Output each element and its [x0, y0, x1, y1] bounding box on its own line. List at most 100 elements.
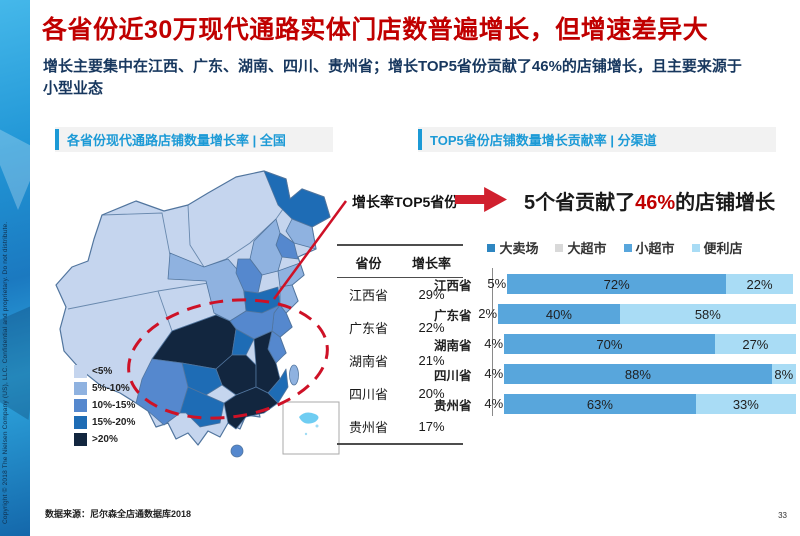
bar-category-label: 湖南省 — [434, 338, 472, 353]
callout-line — [272, 200, 348, 300]
china-map-panel: <5% 5%-10% 10%-15% 15%-20% >20% — [40, 163, 362, 493]
chart-legend: 大卖场 大超市 小超市 便利店 — [434, 238, 796, 257]
map-legend-swatch — [74, 365, 87, 378]
right-panel-header: TOP5省份店铺数量增长贡献率 | 分渠道 — [418, 127, 776, 152]
contribution-statement: 5个省贡献了46%的店铺增长 — [524, 186, 775, 215]
map-legend-item: 10%-15% — [74, 399, 135, 412]
chart-legend-item: 大卖场 — [487, 238, 538, 257]
bar-category-label: 四川省 — [434, 368, 472, 383]
map-legend-item: >20% — [74, 433, 135, 446]
left-panel-header-text: 各省份现代通路店铺数量增长率 | 全国 — [67, 133, 286, 148]
bar-segment-small-supermarket: 72% — [507, 274, 727, 294]
bar-track: 4% 70% 27% — [484, 334, 796, 354]
map-legend-item: <5% — [74, 365, 135, 378]
map-legend-swatch — [74, 416, 87, 429]
chart-legend-swatch — [487, 243, 496, 252]
top5-table-row: 贵州省 17% — [337, 410, 463, 444]
bar-value-label: 2% — [478, 306, 498, 321]
map-legend-item: 15%-20% — [74, 416, 135, 429]
map-legend-label: 5%-10% — [92, 383, 130, 394]
top5-annotation-label: 增长率TOP5省份 — [352, 194, 459, 210]
statement-prefix: 5个省贡献了 — [524, 192, 636, 214]
header-accent-bar — [418, 129, 422, 150]
header-accent-bar — [55, 129, 59, 150]
bar-segment-hyper-super: 2% — [478, 304, 498, 324]
chart-legend-item: 小超市 — [623, 238, 675, 257]
channel-contribution-chart: 大卖场 大超市 小超市 便利店 江西省 5% 72% 22% 广东省 2% 40% 58% 湖南省 4%… — [434, 238, 796, 424]
growth-rate-cell: 29% — [418, 287, 445, 302]
top5-table-column-header: 省份 — [337, 245, 400, 278]
top5-growth-table: 省份 增长率 江西省 29% 广东省 22% 湖南省 21% 四川省 20% 贵州省 17% — [337, 244, 463, 445]
copyright-vertical-text: Copyright © 2018 The Nielsen Company (US… — [2, 221, 9, 524]
map-legend-swatch — [74, 433, 87, 446]
top5-table-row: 四川省 20% — [337, 377, 463, 410]
top5-table-column-header: 增长率 — [400, 245, 463, 278]
province-cell: 湖南省 — [348, 354, 388, 369]
bar-segment-convenience-store: 27% — [714, 334, 796, 354]
bar-row: 广东省 2% 40% 58% — [434, 304, 796, 324]
map-legend-label: <5% — [92, 366, 113, 377]
growth-rate-cell: 20% — [418, 386, 445, 401]
chart-legend-swatch — [555, 243, 564, 252]
map-legend-label: 15%-20% — [92, 417, 136, 428]
bar-category-label: 广东省 — [434, 308, 472, 323]
chart-legend-swatch — [691, 243, 700, 252]
bar-track: 4% 63% 33% — [484, 394, 796, 414]
china-map — [55, 170, 348, 458]
page-number: 33 — [778, 511, 787, 520]
map-legend-swatch — [74, 382, 87, 395]
bar-category-label: 江西省 — [434, 278, 472, 293]
bar-segment-hyper-super: 4% — [484, 334, 504, 354]
bar-chart-rows: 江西省 5% 72% 22% 广东省 2% 40% 58% 湖南省 4% 70% 27% 四川省 4% 88… — [434, 268, 796, 416]
bar-segment-small-supermarket: 63% — [504, 394, 696, 414]
statement-suffix: 的店铺增长 — [675, 192, 776, 214]
bar-track: 2% 40% 58% — [478, 304, 796, 324]
bar-segment-small-supermarket: 70% — [504, 334, 715, 354]
province-cell: 广东省 — [348, 321, 388, 336]
highlight-ellipse — [127, 298, 329, 420]
map-legend-label: >20% — [92, 434, 118, 445]
map-legend: <5% 5%-10% 10%-15% 15%-20% >20% — [74, 365, 135, 446]
bar-row: 贵州省 4% 63% 33% — [434, 394, 796, 414]
bar-segment-convenience-store: 58% — [619, 304, 796, 324]
bar-segment-hyper-super: 4% — [484, 394, 504, 414]
top5-table-row: 江西省 29% — [337, 278, 463, 312]
bar-segment-hyper-super: 5% — [487, 274, 507, 294]
data-source-note: 数据来源：尼尔森全店通数据库2018 — [45, 509, 192, 519]
map-legend-item: 5%-10% — [74, 382, 135, 395]
statement-value: 46% — [635, 192, 676, 214]
chart-legend-item: 大超市 — [555, 238, 607, 257]
growth-rate-cell: 21% — [418, 353, 445, 368]
decorative-sidebar: Copyright © 2018 The Nielsen Company (US… — [0, 0, 30, 536]
sea-inset-box — [282, 401, 340, 455]
bar-segment-convenience-store: 22% — [726, 274, 793, 294]
bar-value-label: 5% — [487, 276, 507, 291]
map-legend-swatch — [74, 399, 87, 412]
bar-value-label: 4% — [484, 336, 504, 351]
right-panel-header-text: TOP5省份店铺数量增长贡献率 | 分渠道 — [430, 133, 657, 148]
bar-segment-convenience-store: 33% — [695, 394, 796, 414]
chart-legend-item: 便利店 — [691, 238, 743, 257]
top5-table-row: 湖南省 21% — [337, 344, 463, 377]
bar-track: 5% 72% 22% — [487, 274, 796, 294]
bar-segment-small-supermarket: 88% — [504, 364, 772, 384]
chart-legend-swatch — [623, 243, 632, 252]
bar-track: 4% 88% 8% — [484, 364, 796, 384]
map-legend-label: 10%-15% — [92, 400, 136, 411]
bar-row: 四川省 4% 88% 8% — [434, 364, 796, 384]
slide-title: 各省份近30万现代通路实体门店数普遍增长，但增速差异大 — [42, 16, 709, 44]
bar-segment-convenience-store: 8% — [771, 364, 796, 384]
growth-rate-cell: 17% — [418, 419, 445, 434]
chart-axis-line — [492, 268, 493, 416]
province-cell: 四川省 — [348, 387, 388, 402]
slide-subtitle: 增长主要集中在江西、广东、湖南、四川、贵州省；增长TOP5省份贡献了46%的店铺… — [43, 58, 742, 97]
bar-value-label: 4% — [484, 366, 504, 381]
bar-row: 湖南省 4% 70% 27% — [434, 334, 796, 354]
bar-segment-small-supermarket: 40% — [498, 304, 620, 324]
arrow-right-icon — [455, 187, 507, 212]
bar-segment-hyper-super: 4% — [484, 364, 504, 384]
bar-value-label: 4% — [484, 396, 504, 411]
top5-table-header-row: 省份 增长率 — [337, 245, 463, 278]
bar-row: 江西省 5% 72% 22% — [434, 274, 796, 294]
